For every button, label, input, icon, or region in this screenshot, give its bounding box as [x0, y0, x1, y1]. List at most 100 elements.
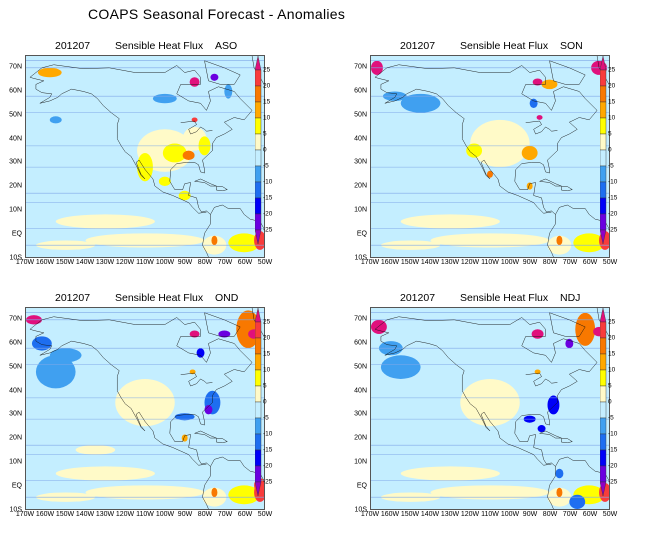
colorbar-label: 10	[608, 114, 616, 122]
lat-tick-label: 20N	[354, 182, 367, 190]
anomaly-contour	[204, 404, 213, 415]
anomaly-contour	[35, 355, 76, 389]
anomaly-contour	[532, 78, 543, 86]
anomaly-contour	[37, 67, 62, 78]
anomaly-contour	[380, 355, 421, 379]
colorbar-bin	[600, 449, 607, 467]
anomaly-contour	[470, 119, 530, 168]
colorbar-max-arrow	[255, 307, 262, 323]
colorbar-label: -25	[608, 478, 618, 486]
coastline	[526, 373, 558, 386]
anomaly-contour	[210, 73, 219, 81]
colorbar-label: 25	[263, 318, 271, 326]
colorbar-max-arrow	[600, 307, 607, 323]
lon-tick-label: 140W	[75, 511, 95, 518]
lat-tick-label: 20N	[9, 182, 22, 190]
colorbar-bin	[600, 385, 607, 403]
colorbar-bin	[255, 69, 262, 87]
lat-tick-label: 20N	[9, 434, 22, 442]
lon-tick-label: 50W	[602, 511, 618, 518]
colorbar-label: 0	[263, 146, 267, 154]
anomaly-contour	[211, 487, 218, 498]
lat-tick-label: 10N	[354, 206, 367, 214]
panel-season: OND	[215, 292, 239, 304]
anomaly-contour	[228, 485, 261, 505]
lon-tick-label: 140W	[75, 259, 95, 266]
lat-tick-label: 70N	[354, 63, 367, 71]
lon-tick-label: 60W	[582, 259, 598, 266]
lat-tick-label: 10S	[354, 254, 367, 262]
map-plot	[25, 307, 265, 510]
lat-tick-label: 30N	[354, 410, 367, 418]
coastline	[561, 439, 572, 443]
anomaly-contour	[115, 378, 175, 427]
anomaly-contour	[569, 494, 586, 509]
lat-tick-label: 10N	[9, 206, 22, 214]
lat-tick-label: EQ	[11, 230, 22, 238]
map-plot	[370, 307, 610, 510]
lon-tick-label: 110W	[136, 259, 154, 266]
colorbar-bin	[255, 385, 262, 403]
anomaly-contour	[85, 485, 205, 500]
colorbar-bin	[255, 165, 262, 183]
colorbar-label: 0	[608, 146, 612, 154]
anomaly-contour	[49, 116, 62, 124]
anomaly-contour	[162, 143, 187, 163]
anomaly-contour	[218, 330, 231, 338]
lon-tick-label: 130W	[95, 511, 115, 518]
coastline	[216, 187, 227, 191]
anomaly-contour	[75, 445, 116, 455]
anomaly-contour	[182, 150, 195, 161]
colorbar-label: 5	[608, 130, 612, 138]
coastline	[30, 329, 207, 465]
lat-tick-label: 30N	[9, 158, 22, 166]
lon-tick-label: 80W	[197, 259, 213, 266]
colorbar-label: 10	[608, 366, 616, 374]
lon-tick-label: 170W	[360, 511, 380, 518]
colorbar-label: -10	[608, 178, 618, 186]
anomaly-contour	[556, 235, 563, 246]
map-panel-aso: 201207 Sensible Heat Flux ASO 70N 60N 50N 40N 3…	[0, 40, 326, 302]
coastline	[181, 373, 213, 386]
panel-season: ASO	[215, 40, 238, 52]
lat-tick-label: 30N	[354, 158, 367, 166]
map-panel-son: 201207 Sensible Heat Flux SON 70N 60N 50N 40N 3…	[345, 40, 652, 302]
colorbar-label: -5	[608, 162, 614, 170]
colorbar-label: 0	[263, 398, 267, 406]
anomaly-contour	[371, 319, 387, 335]
lat-tick-label: 50N	[354, 363, 367, 371]
anomaly-contour	[31, 336, 52, 351]
colorbar: 25 20 15 10 5 0 -5 -10 -15 -20 -25	[600, 307, 640, 497]
coastline	[30, 77, 207, 213]
colorbar-label: 20	[263, 82, 271, 90]
colorbar: 25 20 15 10 5 0 -5 -10 -15 -20 -25	[600, 55, 640, 245]
colorbar-bin	[600, 117, 607, 135]
colorbar-min-arrow	[600, 229, 607, 245]
coastline	[195, 431, 217, 438]
colorbar-bin	[600, 353, 607, 371]
colorbar-label: 5	[263, 382, 267, 390]
lon-tick-label: 60W	[237, 259, 253, 266]
anomaly-contour	[174, 413, 195, 421]
coastline	[375, 317, 597, 509]
lat-tick-label: 70N	[354, 315, 367, 323]
colorbar-bin	[600, 369, 607, 387]
colorbar-label: -20	[263, 210, 273, 218]
lat-tick-label: 70N	[9, 63, 22, 71]
colorbar-label: 20	[608, 334, 616, 342]
colorbar-label: 25	[263, 66, 271, 74]
colorbar-bin	[255, 401, 262, 419]
lon-tick-label: 90W	[177, 259, 193, 266]
lon-tick-label: 90W	[522, 511, 538, 518]
colorbar-bin	[255, 85, 262, 103]
colorbar-bin	[600, 465, 607, 483]
anomaly-contour	[430, 233, 550, 248]
lat-tick-label: 50N	[9, 363, 22, 371]
lon-tick-label: 80W	[542, 259, 558, 266]
colorbar-label: -5	[263, 162, 269, 170]
lon-tick-label: 80W	[542, 511, 558, 518]
colorbar-label: -25	[263, 226, 273, 234]
coastline	[550, 313, 586, 337]
lon-tick-label: 170W	[15, 259, 35, 266]
lon-tick-label: 90W	[522, 259, 538, 266]
